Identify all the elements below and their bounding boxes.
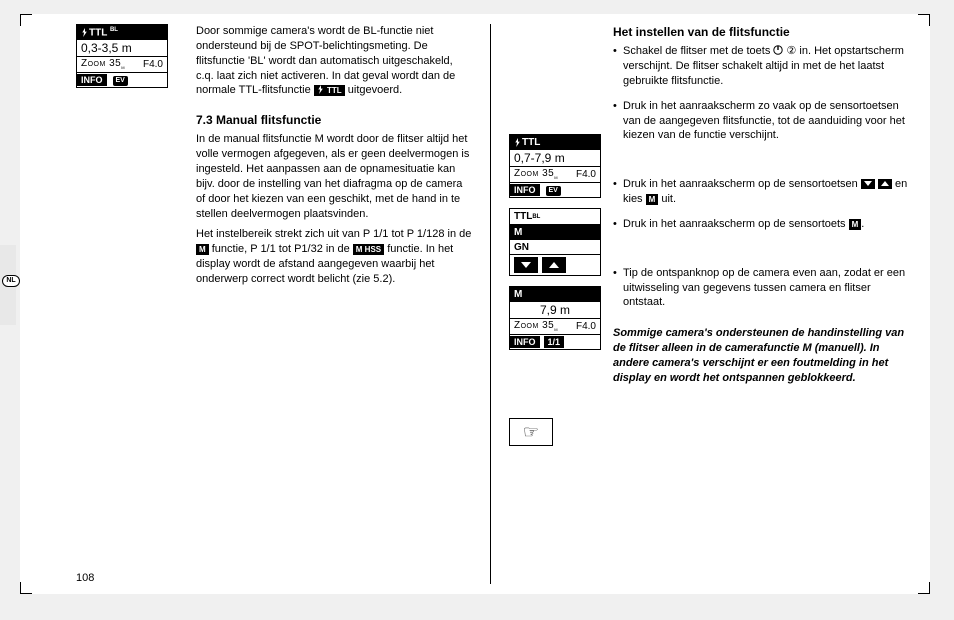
heading-7-3: 7.3 Manual flitsfunctie <box>196 112 472 128</box>
lang-badge: NL <box>2 275 20 287</box>
lcd2c-info: INFO <box>510 336 540 348</box>
lcd2b-ttl: TTL BL <box>510 209 600 224</box>
lcd1-ev: EV <box>113 76 128 86</box>
lcd-panel-2c: M 7,9 m Zoom 35m F4.0 INFO 1/1 <box>509 286 601 350</box>
pointing-hand-icon: ☞ <box>509 418 553 446</box>
para-bl: Door sommige camera's wordt de BL-functi… <box>196 24 472 98</box>
para-range: Het instelbereik strekt zich uit van P 1… <box>196 227 472 286</box>
lcd-panel-2b: TTL BL M GN <box>509 208 601 276</box>
bullet-5: Tip de ontspanknop op de camera even aan… <box>613 266 912 311</box>
lcd2a-mode: TTL <box>522 137 540 148</box>
lcd1-range: 0,3-3,5 m <box>77 40 167 56</box>
inline-flash-ttl: TTL <box>314 85 345 96</box>
lcd2c-range: 7,9 m <box>510 302 600 318</box>
lcd2a-range: 0,7-7,9 m <box>510 150 600 166</box>
warning-note: Sommige camera's ondersteunen de handins… <box>613 326 912 385</box>
lcd2c-zoom: Zoom 35m F4.0 <box>510 318 600 334</box>
lcd2a-ev: EV <box>546 186 561 196</box>
bullet-1: Schakel de flitser met de toets ② in. He… <box>613 44 912 89</box>
para-manual: In de manual flitsfunctie M wordt door d… <box>196 132 472 221</box>
lcd-panel-1: TTL BL 0,3-3,5 m Zoom 35m F4.0 INFO EV <box>76 24 168 88</box>
inline-pill-m2: M <box>849 219 862 230</box>
lcd1-mode: TTL BL <box>89 27 118 38</box>
pill-mhss: M HSS <box>353 244 384 255</box>
bullet-2: Druk in het aanraakscherm zo vaak op de … <box>613 99 912 144</box>
inline-up-icon <box>878 179 892 189</box>
lcd2b-gn: GN <box>510 239 600 254</box>
page-number: 108 <box>76 572 94 584</box>
nav-up-button[interactable] <box>542 257 566 273</box>
inline-pill-m: M <box>646 194 659 205</box>
bullet-4: Druk in het aanraakscherm op de sensorto… <box>613 217 912 232</box>
lcd-panel-2a: TTL 0,7-7,9 m Zoom 35m F4.0 INFO EV <box>509 134 601 198</box>
bullet-3: Druk in het aanraakscherm op de sensorto… <box>613 177 912 207</box>
inline-down-icon <box>861 179 875 189</box>
lcd1-zoom: Zoom 35m F4.0 <box>77 56 167 72</box>
pill-m: M <box>196 244 209 255</box>
lcd1-info: INFO <box>77 74 107 86</box>
lcd2b-m: M <box>510 224 600 239</box>
manual-page: TTL BL 0,3-3,5 m Zoom 35m F4.0 INFO EV D… <box>20 14 930 594</box>
lcd2a-info: INFO <box>510 184 540 196</box>
lcd2a-zoom: Zoom 35m F4.0 <box>510 166 600 182</box>
nav-down-button[interactable] <box>514 257 538 273</box>
heading-instellen: Het instellen van de flitsfunctie <box>613 24 912 40</box>
lcd2c-ratio: 1/1 <box>544 336 565 348</box>
lcd2c-mode: M <box>510 287 600 302</box>
